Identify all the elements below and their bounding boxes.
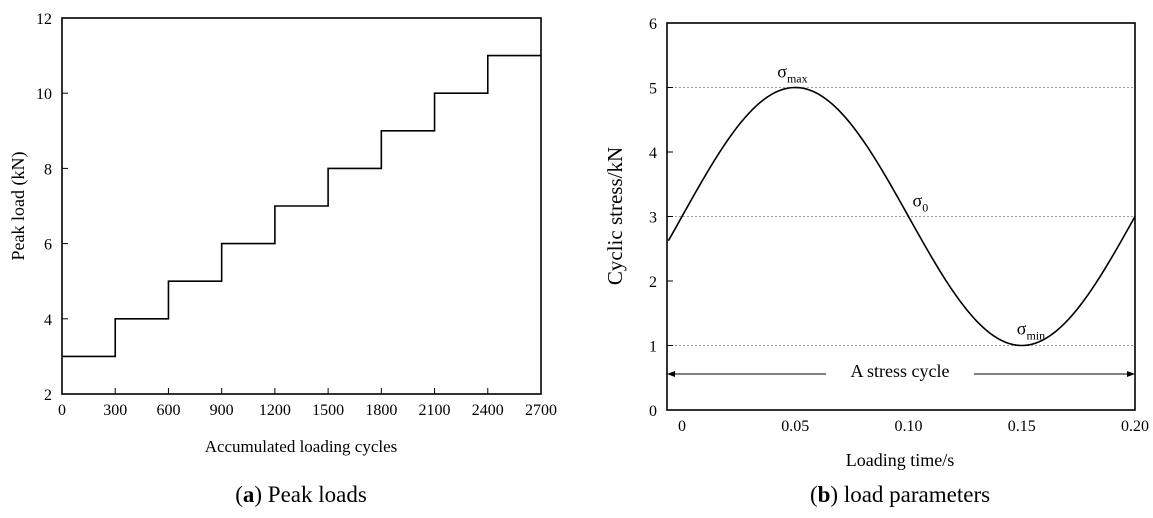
stress-cycle-span: A stress cycle — [667, 361, 1135, 381]
chart-a-x-tick-label: 0 — [58, 402, 66, 419]
chart-a: 0 300 600 900 1200 1500 1800 2100 2400 2700 2 4 6 8 10… — [8, 11, 557, 507]
span-arrowhead-right — [1127, 371, 1135, 377]
chart-a-x-tick-label: 600 — [156, 402, 180, 419]
chart-a-y-tick-label: 12 — [36, 11, 52, 28]
chart-a-x-tick-label: 2100 — [419, 402, 451, 419]
chart-a-x-tick-label: 300 — [103, 402, 127, 419]
chart-b-x-axis-label: Loading time/s — [846, 450, 954, 470]
chart-b-x-tick-label: 0.05 — [781, 418, 809, 435]
chart-a-y-tick-label: 4 — [44, 312, 52, 329]
chart-b-y-tick-label: 3 — [649, 210, 657, 227]
chart-a-x-axis-label: Accumulated loading cycles — [205, 437, 398, 456]
sigma-max-label: σmax — [777, 62, 807, 86]
chart-b-x-tick-label: 0.20 — [1121, 418, 1149, 435]
chart-b-y-axis-label: Cyclic stress/kN — [603, 147, 627, 285]
chart-b-y-tick-label: 0 — [649, 403, 657, 420]
chart-a-x-tick-label: 900 — [210, 402, 234, 419]
chart-a-x-tick-label: 1500 — [312, 402, 344, 419]
chart-b-y-tick-label: 1 — [649, 339, 657, 356]
chart-b-sine-curve — [667, 86, 1136, 347]
sigma-0-label: σ0 — [913, 191, 929, 215]
chart-a-y-axis-label: Peak load (kN) — [8, 152, 29, 261]
chart-a-x-tick-label: 1200 — [259, 402, 291, 419]
chart-a-y-tick-label: 2 — [44, 387, 52, 404]
chart-a-x-tick-label: 2400 — [472, 402, 504, 419]
sigma-min-label: σmin — [1017, 319, 1045, 343]
chart-a-caption: (a) Peak loads — [235, 482, 367, 507]
chart-b-x-tick-label: 0 — [678, 418, 686, 435]
chart-a-caption-letter: a — [243, 482, 255, 507]
span-label: A stress cycle — [851, 361, 950, 381]
chart-b-caption: (b) load parameters — [810, 482, 990, 507]
chart-b-y-tick-label: 5 — [649, 81, 657, 98]
chart-b-y-tick-label: 6 — [649, 16, 657, 33]
chart-b-x-tick-label: 0.10 — [895, 418, 923, 435]
chart-b-x-tick-label: 0.15 — [1008, 418, 1036, 435]
chart-b-caption-text: load parameters — [844, 482, 990, 507]
chart-a-x-tick-label: 1800 — [365, 402, 397, 419]
chart-a-y-tick-label: 10 — [36, 86, 52, 103]
chart-a-step-line — [62, 54, 541, 358]
chart-a-y-tick-label: 6 — [44, 237, 52, 254]
chart-a-frame — [61, 17, 542, 395]
chart-b: 0 1 2 3 4 5 6 0 0.05 0.10 0.15 0.20 σmax σ0 σmin A st… — [603, 16, 1149, 507]
chart-a-y-tick-label: 8 — [44, 161, 52, 178]
span-arrowhead-left — [667, 371, 675, 377]
chart-b-y-tick-label: 4 — [649, 145, 657, 162]
chart-a-caption-text: Peak loads — [268, 482, 367, 507]
chart-b-y-tick-label: 2 — [649, 274, 657, 291]
chart-a-x-tick-label: 2700 — [525, 402, 557, 419]
chart-b-caption-letter: b — [818, 482, 831, 507]
